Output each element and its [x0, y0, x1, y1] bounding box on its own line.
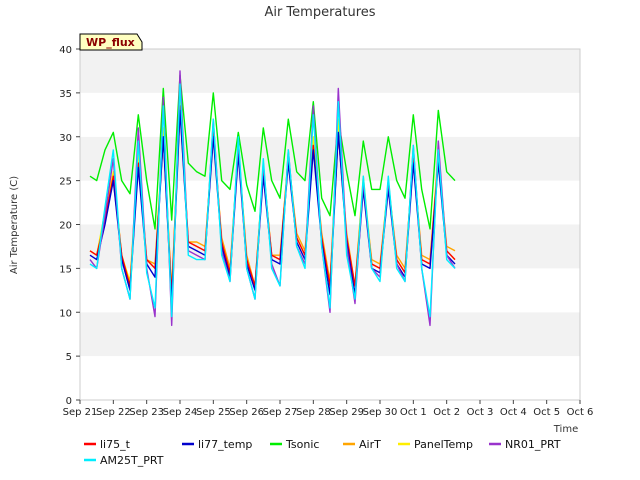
legend-label: AM25T_PRT: [100, 454, 164, 467]
grid-band: [80, 49, 580, 93]
x-tick-label: Oct 3: [467, 407, 494, 418]
legend-label: li75_t: [100, 438, 131, 451]
y-tick-label: 10: [59, 308, 72, 319]
x-tick-label: Sep 25: [196, 407, 231, 418]
x-tick-label: Sep 23: [129, 407, 164, 418]
x-tick-label: Oct 1: [400, 407, 427, 418]
site-badge-box: [79, 33, 143, 51]
y-axis-ticks: 0 5 10 15 20 25 30 35 40: [59, 45, 80, 407]
legend-label: AirT: [359, 438, 381, 451]
series-line-am25t-prt: [89, 83, 456, 318]
x-tick-label: Sep 29: [329, 407, 364, 418]
x-tick-label: Oct 4: [500, 407, 527, 418]
y-axis-label: Air Temperature (C): [9, 176, 20, 274]
x-tick-label: Oct 5: [533, 407, 560, 418]
x-tick-label: Sep 21: [63, 407, 98, 418]
x-tick-label: Sep 27: [263, 407, 298, 418]
y-tick-label: 5: [66, 352, 72, 363]
x-tick-label: Oct 2: [433, 407, 460, 418]
y-tick-label: 25: [59, 177, 72, 188]
series-line-tsonic: [89, 74, 456, 230]
x-axis-label: Time: [553, 424, 578, 435]
grid-band: [80, 356, 580, 400]
grid-bands: [80, 49, 580, 400]
site-badge: WP_flux: [79, 33, 143, 51]
y-tick-label: 40: [59, 45, 72, 56]
x-tick-label: Sep 30: [363, 407, 398, 418]
series-lines: [89, 70, 456, 327]
x-tick-label: Sep 22: [96, 407, 131, 418]
site-badge-label: WP_flux: [86, 36, 135, 49]
y-tick-label: 15: [59, 264, 72, 275]
x-tick-label: Sep 24: [163, 407, 198, 418]
legend-label: NR01_PRT: [505, 438, 561, 451]
legend-label: PanelTemp: [414, 438, 473, 451]
y-tick-label: 30: [59, 133, 72, 144]
grid-band: [80, 312, 580, 357]
legend-label: Tsonic: [285, 438, 319, 451]
y-tick-label: 20: [59, 221, 72, 232]
x-tick-label: Oct 6: [567, 407, 594, 418]
x-tick-label: Sep 28: [296, 407, 331, 418]
y-tick-label: 0: [66, 396, 72, 407]
grid-band: [80, 180, 580, 225]
legend: li75_t li77_temp Tsonic AirT PanelTemp NR01_P…: [84, 438, 561, 467]
grid-band: [80, 136, 580, 181]
grid-band: [80, 224, 580, 269]
grid-band: [80, 92, 580, 137]
chart-title: Air Temperatures: [264, 5, 375, 20]
x-tick-label: Sep 26: [229, 407, 264, 418]
y-tick-label: 35: [59, 89, 72, 100]
legend-label: li77_temp: [198, 438, 252, 451]
